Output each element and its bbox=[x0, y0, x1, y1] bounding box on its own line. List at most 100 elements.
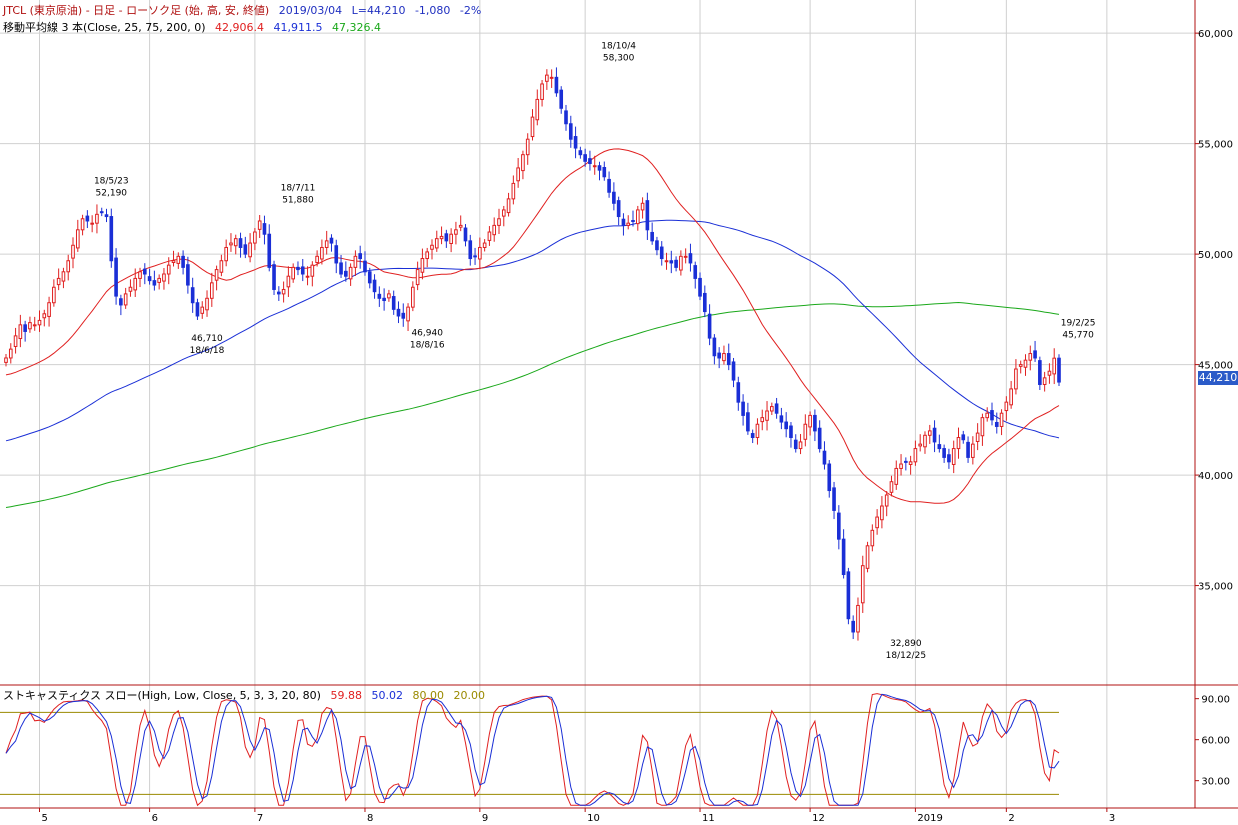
candle[interactable] bbox=[1042, 377, 1047, 385]
candle[interactable] bbox=[679, 255, 683, 271]
candle[interactable] bbox=[119, 298, 123, 306]
candle[interactable] bbox=[674, 259, 678, 268]
candle[interactable] bbox=[717, 352, 721, 359]
candle[interactable] bbox=[95, 213, 99, 224]
candle[interactable] bbox=[784, 421, 788, 430]
candle[interactable] bbox=[602, 166, 607, 178]
candle[interactable] bbox=[171, 260, 176, 264]
candle[interactable] bbox=[310, 264, 315, 277]
candle[interactable] bbox=[1033, 350, 1037, 359]
candle[interactable] bbox=[233, 238, 238, 247]
candle[interactable] bbox=[851, 620, 856, 633]
candle[interactable] bbox=[530, 116, 535, 138]
candle[interactable] bbox=[152, 280, 157, 286]
candle[interactable] bbox=[277, 291, 281, 295]
candle[interactable] bbox=[248, 242, 252, 258]
candle[interactable] bbox=[200, 306, 205, 314]
candle[interactable] bbox=[1028, 353, 1033, 361]
candle[interactable] bbox=[339, 262, 343, 275]
candle[interactable] bbox=[980, 417, 985, 437]
candle[interactable] bbox=[281, 288, 286, 295]
candle[interactable] bbox=[899, 463, 903, 469]
candle[interactable] bbox=[372, 279, 377, 293]
candle[interactable] bbox=[702, 292, 707, 313]
candle[interactable] bbox=[746, 412, 750, 432]
candle[interactable] bbox=[592, 165, 597, 168]
candle[interactable] bbox=[985, 412, 990, 419]
candle[interactable] bbox=[822, 450, 827, 465]
candle[interactable] bbox=[645, 200, 650, 231]
candle[interactable] bbox=[71, 244, 75, 259]
candle[interactable] bbox=[770, 406, 774, 412]
candle[interactable] bbox=[884, 494, 889, 507]
candle[interactable] bbox=[377, 293, 382, 299]
candle[interactable] bbox=[583, 154, 587, 162]
candle[interactable] bbox=[90, 222, 94, 225]
candle[interactable] bbox=[214, 269, 219, 281]
candle[interactable] bbox=[487, 231, 492, 241]
candle[interactable] bbox=[875, 516, 879, 529]
candle[interactable] bbox=[659, 246, 664, 260]
candle[interactable] bbox=[229, 242, 233, 246]
candle[interactable] bbox=[286, 275, 291, 288]
candle[interactable] bbox=[1047, 370, 1052, 376]
candle[interactable] bbox=[880, 505, 884, 521]
candle[interactable] bbox=[961, 434, 966, 441]
candle[interactable] bbox=[597, 165, 602, 171]
candle[interactable] bbox=[774, 403, 779, 414]
candle[interactable] bbox=[47, 302, 51, 317]
candle[interactable] bbox=[904, 460, 908, 463]
candle[interactable] bbox=[966, 441, 970, 458]
candle[interactable] bbox=[511, 182, 516, 200]
candle[interactable] bbox=[401, 312, 406, 319]
candle[interactable] bbox=[305, 275, 310, 278]
candle[interactable] bbox=[28, 322, 32, 330]
candle[interactable] bbox=[635, 209, 640, 225]
candle[interactable] bbox=[291, 266, 295, 280]
candle[interactable] bbox=[640, 202, 645, 211]
candle[interactable] bbox=[444, 233, 449, 242]
candle[interactable] bbox=[918, 443, 923, 447]
candle[interactable] bbox=[913, 448, 918, 463]
candle[interactable] bbox=[535, 98, 540, 121]
candle[interactable] bbox=[741, 401, 745, 416]
candle[interactable] bbox=[856, 604, 860, 633]
candle[interactable] bbox=[367, 271, 372, 284]
candle[interactable] bbox=[707, 313, 712, 339]
candle[interactable] bbox=[109, 216, 114, 262]
candle[interactable] bbox=[262, 223, 267, 235]
candle[interactable] bbox=[272, 264, 276, 290]
candle[interactable] bbox=[540, 83, 544, 100]
candle[interactable] bbox=[85, 215, 90, 222]
candle[interactable] bbox=[865, 545, 870, 569]
candle[interactable] bbox=[731, 361, 736, 381]
candle[interactable] bbox=[501, 209, 506, 217]
candle[interactable] bbox=[267, 233, 272, 268]
candle[interactable] bbox=[42, 313, 47, 319]
candle[interactable] bbox=[1057, 357, 1061, 383]
candle[interactable] bbox=[52, 286, 56, 304]
candle[interactable] bbox=[889, 481, 894, 493]
candle[interactable] bbox=[387, 293, 391, 299]
candle[interactable] bbox=[411, 286, 415, 308]
candle[interactable] bbox=[578, 150, 583, 156]
candle[interactable] bbox=[253, 231, 257, 244]
candle[interactable] bbox=[827, 463, 832, 492]
candle[interactable] bbox=[655, 240, 659, 251]
candle[interactable] bbox=[468, 240, 473, 260]
candle[interactable] bbox=[908, 461, 913, 465]
candle[interactable] bbox=[114, 257, 118, 297]
candle[interactable] bbox=[554, 76, 559, 94]
candle[interactable] bbox=[75, 229, 80, 249]
candle[interactable] bbox=[320, 246, 324, 260]
candle[interactable] bbox=[18, 324, 23, 340]
candle[interactable] bbox=[693, 265, 698, 279]
candle[interactable] bbox=[664, 260, 669, 263]
candle[interactable] bbox=[324, 240, 329, 248]
candle[interactable] bbox=[932, 427, 937, 443]
candle[interactable] bbox=[568, 123, 573, 140]
candle[interactable] bbox=[224, 246, 228, 262]
candle[interactable] bbox=[195, 302, 200, 317]
candle[interactable] bbox=[937, 444, 942, 450]
candle[interactable] bbox=[927, 430, 932, 436]
